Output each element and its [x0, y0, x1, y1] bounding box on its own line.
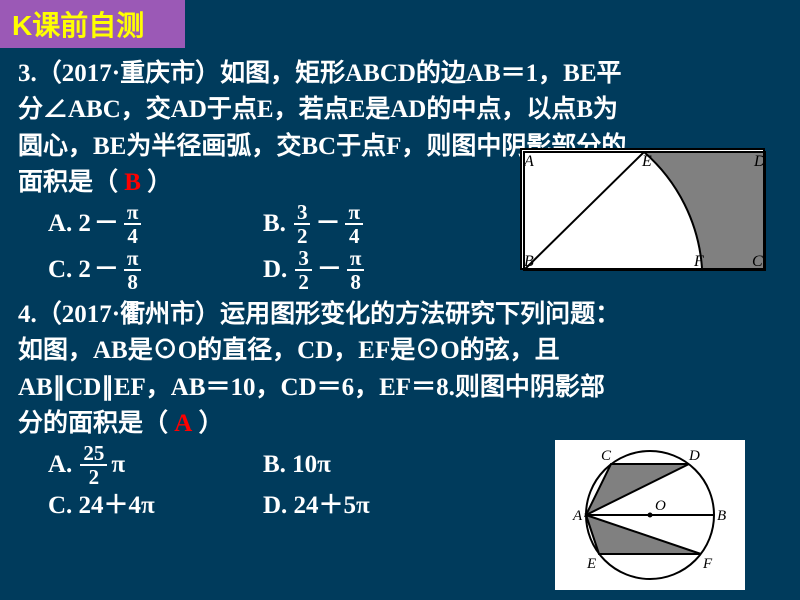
svg-text:A: A — [572, 508, 583, 524]
q4-answer: A — [174, 410, 192, 437]
q4-option-a: A. 252 π — [48, 442, 208, 488]
q4-text-line3: AB∥CD∥EF，AB＝10，CD＝6，EF＝8.则图中阴影部 — [18, 370, 782, 406]
q3-text-line2: 分∠ABC，交AD于点E，若点E是AD的中点，以点B为 — [18, 92, 782, 128]
q3-figure: A E D B F C — [520, 148, 765, 270]
q3-option-b: B. 32 － π4 — [263, 201, 423, 247]
svg-text:O: O — [655, 498, 666, 514]
svg-text:E: E — [641, 153, 652, 170]
q4-option-d: D. 24＋5π — [263, 488, 423, 524]
svg-text:B: B — [524, 253, 534, 270]
q4-figure: O A B C D E F — [555, 440, 745, 590]
svg-text:A: A — [523, 153, 534, 170]
q4-text-line1: 4.（2017·衢州市）运用图形变化的方法研究下列问题： — [18, 297, 782, 333]
svg-text:E: E — [586, 556, 596, 572]
q4-text-line2: 如图，AB是⊙O的直径，CD，EF是⊙O的弦，且 — [18, 333, 782, 369]
svg-text:D: D — [688, 448, 700, 464]
section-header: K课前自测 — [0, 0, 185, 48]
svg-text:C: C — [601, 448, 612, 464]
q3-option-c: C. 2－ π8 — [48, 247, 208, 293]
q3-option-a: A. 2－ π4 — [48, 201, 208, 247]
svg-text:B: B — [717, 508, 726, 524]
q4-option-c: C. 24＋4π — [48, 488, 208, 524]
svg-text:F: F — [693, 253, 704, 270]
q4-text-line4: 分的面积是（ A ） — [18, 406, 782, 442]
q3-text-line1: 3.（2017·重庆市）如图，矩形ABCD的边AB＝1，BE平 — [18, 56, 782, 92]
svg-text:D: D — [753, 153, 766, 170]
q4-option-b: B. 10π — [263, 447, 423, 483]
svg-text:F: F — [702, 556, 713, 572]
q3-option-d: D. 32 － π8 — [263, 247, 423, 293]
q3-answer: B — [124, 169, 141, 196]
svg-text:C: C — [752, 253, 763, 270]
